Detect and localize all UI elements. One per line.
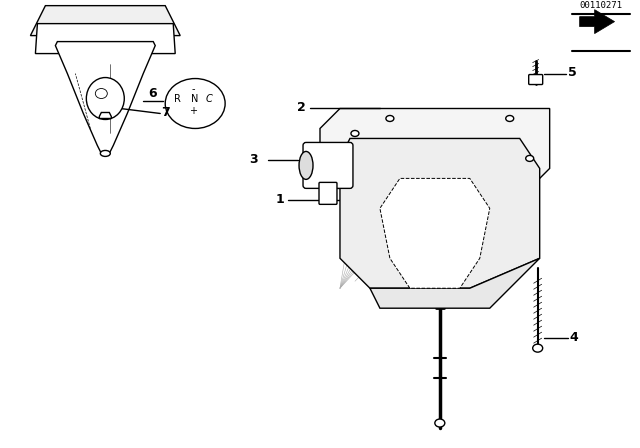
Polygon shape <box>580 10 614 34</box>
Ellipse shape <box>95 89 108 99</box>
Text: 4: 4 <box>570 331 579 344</box>
Ellipse shape <box>506 116 514 121</box>
Ellipse shape <box>532 344 543 352</box>
Text: R: R <box>174 94 180 103</box>
Text: N: N <box>191 94 199 103</box>
Text: 6: 6 <box>148 86 157 99</box>
Text: 3: 3 <box>250 153 258 166</box>
Polygon shape <box>340 138 540 288</box>
Ellipse shape <box>351 130 359 137</box>
Text: 1: 1 <box>275 193 284 206</box>
Text: 5: 5 <box>568 66 577 79</box>
Text: 2: 2 <box>297 101 306 114</box>
Polygon shape <box>31 6 180 35</box>
Text: -: - <box>191 85 195 95</box>
Polygon shape <box>380 178 490 288</box>
Polygon shape <box>99 112 111 118</box>
Text: +: + <box>189 107 197 116</box>
Polygon shape <box>320 108 550 188</box>
Ellipse shape <box>165 78 225 129</box>
Ellipse shape <box>86 78 124 120</box>
Ellipse shape <box>525 155 534 161</box>
Text: 00110271: 00110271 <box>579 1 622 10</box>
Text: C: C <box>206 94 212 103</box>
Polygon shape <box>35 24 175 54</box>
Text: 7: 7 <box>161 106 170 119</box>
Polygon shape <box>370 258 540 308</box>
FancyBboxPatch shape <box>319 182 337 204</box>
Ellipse shape <box>299 151 313 179</box>
Ellipse shape <box>386 116 394 121</box>
FancyBboxPatch shape <box>303 142 353 188</box>
Ellipse shape <box>435 419 445 427</box>
Polygon shape <box>56 42 156 153</box>
Ellipse shape <box>100 151 110 156</box>
FancyBboxPatch shape <box>529 74 543 85</box>
